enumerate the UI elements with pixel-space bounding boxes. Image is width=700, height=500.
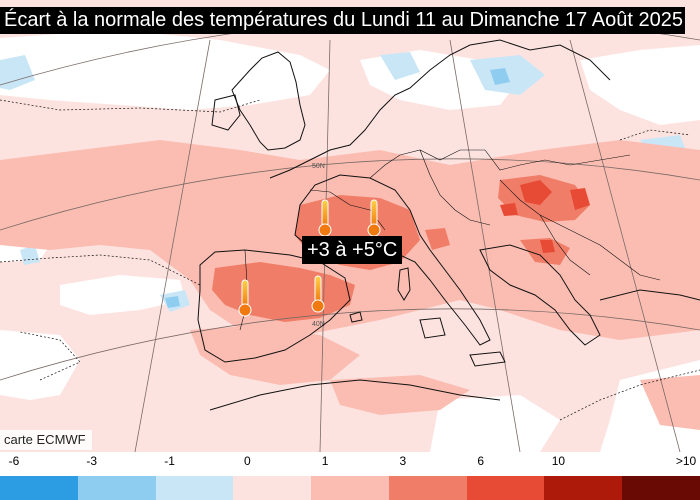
color-legend: -6 -3 -1 0 1 3 6 10 >10 xyxy=(0,452,700,500)
legend-swatch xyxy=(388,476,467,500)
legend-label: -6 xyxy=(8,454,20,468)
legend-swatch xyxy=(466,476,545,500)
anomaly-6-to-10 xyxy=(500,180,590,253)
legend-label: 10 xyxy=(551,454,566,468)
map-title: Écart à la normale des températures du L… xyxy=(0,7,685,34)
temperature-anomaly-map: 50N 40N xyxy=(0,0,700,452)
borders xyxy=(239,149,661,331)
coastlines xyxy=(197,39,700,411)
legend-label: 6 xyxy=(477,454,484,468)
legend-swatch xyxy=(544,476,623,500)
thermometer-icon xyxy=(238,279,252,317)
latitude-label-50n: 50N xyxy=(312,163,325,170)
legend-swatch xyxy=(311,476,389,500)
anomaly-annotation: +3 à +5°C xyxy=(302,236,403,264)
anomaly-cold xyxy=(165,68,510,308)
legend-labels: -6 -3 -1 0 1 3 6 10 >10 xyxy=(0,454,700,474)
contours xyxy=(0,99,700,421)
legend-swatch xyxy=(77,476,156,500)
legend-label: 3 xyxy=(399,454,407,468)
legend-label: 1 xyxy=(321,454,329,468)
source-credit: carte ECMWF xyxy=(0,430,92,450)
legend-swatch xyxy=(622,476,700,500)
legend-label: -1 xyxy=(164,454,175,468)
legend-swatch xyxy=(155,476,234,500)
legend-label: >10 xyxy=(675,454,697,468)
thermometer-icon xyxy=(311,275,325,313)
legend-swatch xyxy=(0,476,78,500)
legend-swatch xyxy=(233,476,312,500)
legend-label: 0 xyxy=(243,454,251,468)
legend-bar xyxy=(0,476,700,500)
thermometer-icon xyxy=(318,199,332,237)
latitude-label-40n: 40N xyxy=(312,321,325,328)
legend-label: -3 xyxy=(86,454,98,468)
